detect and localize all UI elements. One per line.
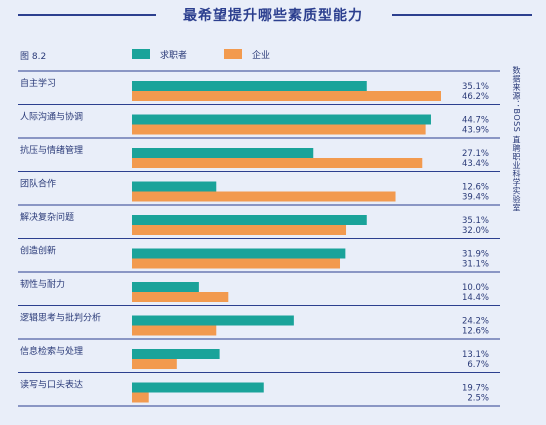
bar-series1	[132, 81, 367, 91]
category-label: 读写与口头表达	[20, 379, 83, 391]
bar-series1	[132, 349, 220, 359]
page-title: 最希望提升哪些素质型能力	[183, 8, 363, 24]
bar-series2	[132, 258, 341, 269]
data-label: 12.6%	[462, 327, 489, 337]
data-label: 39.4%	[462, 193, 489, 203]
legend-label-series2: 企业	[252, 50, 271, 61]
category-label: 创造创新	[20, 245, 56, 257]
category-label: 韧性与耐力	[20, 278, 65, 290]
legend-label-series1: 求职者	[160, 50, 188, 61]
bar-series2	[132, 292, 229, 302]
legend-swatch-series2	[224, 49, 242, 59]
category-label: 逻辑思考与批判分析	[20, 312, 101, 324]
data-label: 43.9%	[462, 126, 489, 136]
bar-series1	[132, 248, 346, 259]
bar-series2	[132, 392, 149, 403]
bar-series2	[132, 158, 423, 168]
bar-series2	[132, 124, 426, 135]
bar-series1	[132, 114, 431, 125]
title-row: 最希望提升哪些素质型能力	[0, 0, 546, 30]
title-rule-right	[392, 14, 532, 16]
data-label: 2.5%	[467, 394, 489, 404]
data-label: 44.7%	[462, 116, 489, 126]
figure-label: 图 8.2	[20, 52, 47, 62]
bar-series1	[132, 382, 264, 393]
category-label: 人际沟通与协调	[20, 111, 83, 123]
legend-swatch-series1	[132, 49, 150, 59]
bar-series1	[132, 148, 314, 158]
bar-series1	[132, 315, 294, 326]
data-label: 32.0%	[462, 226, 489, 236]
bar-series2	[132, 225, 347, 235]
category-label: 解决复杂问题	[20, 211, 74, 223]
bar-series2	[132, 325, 217, 336]
legend-item-series2: 企业	[224, 47, 270, 61]
data-label: 19.7%	[462, 384, 489, 394]
data-label: 12.6%	[462, 183, 489, 193]
data-label: 27.1%	[462, 149, 489, 159]
bar-series2	[132, 91, 441, 101]
data-label: 14.4%	[462, 293, 489, 303]
category-label: 抗压与情绪管理	[20, 144, 83, 156]
legend-item-series1: 求职者	[132, 47, 187, 61]
bar-series2	[132, 359, 177, 369]
category-label: 信息检索与处理	[20, 345, 83, 357]
title-rule-left	[18, 14, 156, 16]
data-label: 46.2%	[462, 92, 489, 102]
data-label: 31.1%	[462, 260, 489, 270]
category-label: 自主学习	[20, 77, 56, 89]
bar-series1	[132, 215, 367, 225]
source-note: 数据来源：BOSS 直聘职业科学实验室	[512, 66, 521, 212]
data-label: 35.1%	[462, 216, 489, 226]
data-label: 6.7%	[467, 360, 489, 370]
data-label: 43.4%	[462, 159, 489, 169]
bar-series1	[132, 282, 199, 292]
data-label: 10.0%	[462, 283, 489, 293]
bar-series1	[132, 181, 217, 192]
data-label: 31.9%	[462, 250, 489, 260]
category-label: 团队合作	[20, 178, 56, 190]
data-label: 13.1%	[462, 350, 489, 360]
data-label: 35.1%	[462, 82, 489, 92]
bar-series2	[132, 191, 396, 202]
data-label: 24.2%	[462, 317, 489, 327]
